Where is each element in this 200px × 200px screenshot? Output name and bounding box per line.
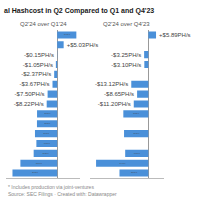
svg-text:-$1.05PH/s: -$1.05PH/s [23,62,53,68]
svg-text:-$11.20PH/s: -$11.20PH/s [98,101,131,107]
svg-text:al Hashcost in Q2 Compared to: al Hashcost in Q2 Compared to Q1 and Q4'… [4,7,154,15]
svg-text:-$2.37PH/s: -$2.37PH/s [21,71,51,77]
svg-text:+$14.95PH/s: +$14.95PH/s [64,34,71,35]
svg-text:-$17.37PH/s: -$17.37PH/s [43,133,50,134]
svg-text:-$7.50PH/s: -$7.50PH/s [15,91,45,97]
svg-text:-$40.14PH/s: -$40.14PH/s [119,163,126,164]
svg-text:Q2'24 over Q4'23: Q2'24 over Q4'23 [103,21,150,27]
svg-text:-$8.22PH/s: -$8.22PH/s [14,101,44,107]
svg-text:-$19.22PH/s: -$19.22PH/s [133,113,140,114]
svg-text:-$18.67PH/s: -$18.67PH/s [133,133,140,134]
svg-text:-$3.10PH/s: -$3.10PH/s [111,62,141,68]
svg-text:-$34.95PH/s: -$34.95PH/s [32,172,39,173]
svg-text:-$15.82PH/s: -$15.82PH/s [44,123,51,124]
svg-text:-$13.12PH/s: -$13.12PH/s [95,81,128,87]
svg-text:-$3.67PH/s: -$3.67PH/s [19,81,49,87]
svg-text:-$16.27PH/s: -$16.27PH/s [44,143,51,144]
svg-text:Q2'24 over Q1'24: Q2'24 over Q1'24 [20,21,67,27]
svg-text:-$8.65PH/s: -$8.65PH/s [104,91,134,97]
svg-text:-$0.15PH/s: -$0.15PH/s [24,52,54,58]
svg-text:-$18.39PH/s: -$18.39PH/s [42,153,49,154]
svg-text:-$28.76PH/s: -$28.76PH/s [36,163,43,164]
svg-text:-$22.17PH/s: -$22.17PH/s [131,172,138,173]
svg-text:-$17.80PH/s: -$17.80PH/s [134,153,141,154]
svg-text:-$15.75PH/s: -$15.75PH/s [44,113,51,114]
svg-text:-$3.25PH/s: -$3.25PH/s [111,52,141,58]
svg-text:+$5.89PH/s: +$5.89PH/s [159,32,191,38]
svg-text:* Includes production via join: * Includes production via joint-ventures… [8,184,117,197]
svg-text:+$5.03PH/s: +$5.03PH/s [67,42,99,48]
